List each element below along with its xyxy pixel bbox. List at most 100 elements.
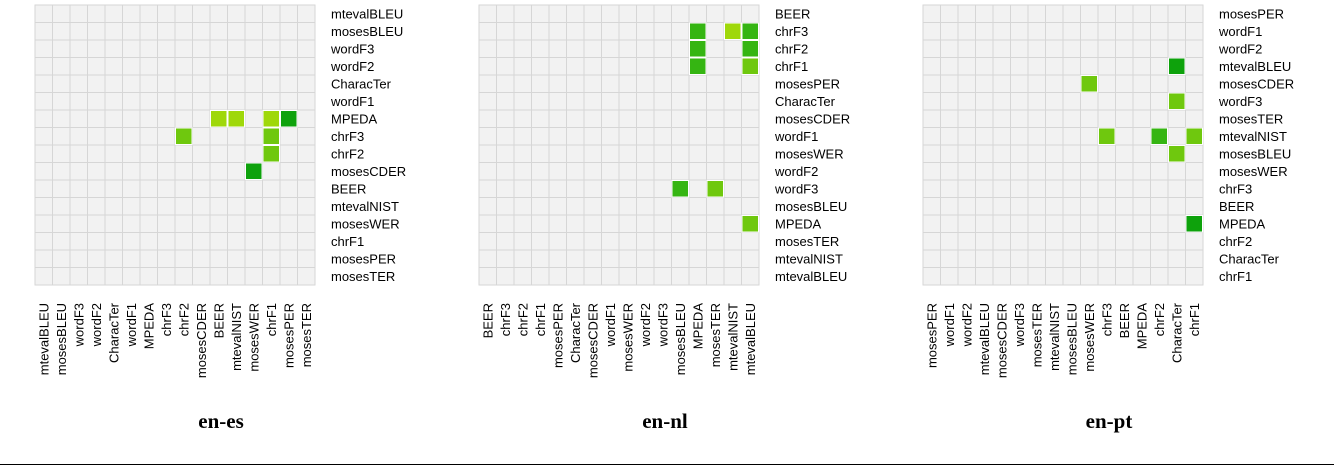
heatmap-cell	[122, 197, 141, 216]
row-label: mtevalBLEU	[1219, 59, 1291, 74]
heatmap-cell	[922, 39, 941, 58]
heatmap-cell	[618, 109, 637, 128]
heatmap-cell	[618, 92, 637, 111]
row-label: wordF1	[774, 129, 818, 144]
column-label: mosesWER	[620, 303, 635, 372]
heatmap-cell	[723, 232, 742, 251]
heatmap-cell	[279, 197, 298, 216]
heatmap-cell	[583, 162, 602, 181]
heatmap-panel-en-es: mtevalBLEUmosesBLEUwordF3wordF2CharacTer…	[34, 4, 406, 433]
heatmap-cell	[262, 249, 281, 268]
heatmap-cell	[688, 249, 707, 268]
heatmap-cell	[706, 267, 725, 286]
heatmap-cell	[671, 4, 690, 23]
heatmap-cell	[940, 162, 959, 181]
heatmap-cell	[1097, 197, 1116, 216]
heatmap-cell	[1185, 4, 1204, 23]
heatmap-cell	[279, 214, 298, 233]
heatmap-cell	[1115, 92, 1134, 111]
heatmap-cell	[496, 249, 515, 268]
heatmap-cell	[1080, 127, 1099, 146]
column-label: mosesCDER	[585, 303, 600, 378]
heatmap-cell	[548, 232, 567, 251]
heatmap-cell	[1062, 92, 1081, 111]
heatmap-cell	[531, 57, 550, 76]
heatmap-cell	[122, 39, 141, 58]
heatmap-cell	[209, 232, 228, 251]
heatmap-cell	[957, 127, 976, 146]
heatmap-cell	[52, 57, 71, 76]
heatmap-cell	[104, 179, 123, 198]
heatmap-cell	[992, 127, 1011, 146]
heatmap-cell	[174, 267, 193, 286]
column-label: mtevalNIST	[229, 303, 244, 371]
heatmap-cell	[653, 109, 672, 128]
heatmap-cell	[174, 232, 193, 251]
heatmap-cell	[87, 127, 106, 146]
heatmap-cell	[1115, 232, 1134, 251]
heatmap-cell	[513, 39, 532, 58]
heatmap-cell	[1080, 249, 1099, 268]
heatmap-cell	[1045, 144, 1064, 163]
heatmap-cell	[566, 144, 585, 163]
heatmap-cell	[636, 22, 655, 41]
heatmap-cell	[957, 267, 976, 286]
heatmap-cell	[1027, 267, 1046, 286]
heatmap-cell	[1167, 232, 1186, 251]
row-label: chrF1	[775, 59, 808, 74]
heatmap-cell	[653, 144, 672, 163]
heatmap-cell	[653, 39, 672, 58]
heatmap-cell	[1132, 57, 1151, 76]
heatmap-cell	[496, 197, 515, 216]
heatmap-cell	[262, 214, 281, 233]
heatmap-cell	[992, 162, 1011, 181]
heatmap-cell	[1115, 127, 1134, 146]
heatmap-cell	[513, 214, 532, 233]
heatmap-cell	[1150, 4, 1169, 23]
heatmap-cell	[741, 109, 760, 128]
heatmap-cell	[566, 249, 585, 268]
heatmap-cell	[1150, 197, 1169, 216]
column-label: mtevalBLEU	[743, 303, 758, 375]
heatmap-cell	[69, 214, 88, 233]
heatmap-cell	[1150, 162, 1169, 181]
heatmap-cell	[1062, 57, 1081, 76]
heatmap-cell	[548, 267, 567, 286]
heatmap-cell	[157, 162, 176, 181]
heatmap-cell	[1045, 39, 1064, 58]
heatmap-cell	[1132, 127, 1151, 146]
heatmap-cell	[34, 144, 53, 163]
heatmap-cell	[723, 92, 742, 111]
heatmap-cell	[297, 4, 316, 23]
row-label: CharacTer	[775, 94, 836, 109]
heatmap-cell	[957, 109, 976, 128]
heatmap-cell	[706, 214, 725, 233]
heatmap-cell	[636, 39, 655, 58]
heatmap-cell	[478, 162, 497, 181]
heatmap-cell	[69, 57, 88, 76]
heatmap-cell	[139, 127, 158, 146]
heatmap-cell	[1045, 179, 1064, 198]
column-label: wordF1	[942, 303, 957, 347]
heatmap-cell	[1010, 109, 1029, 128]
heatmap-cell	[671, 74, 690, 93]
heatmap-cell	[992, 4, 1011, 23]
heatmap-cell	[34, 74, 53, 93]
heatmap-cell	[174, 57, 193, 76]
heatmap-cell	[653, 22, 672, 41]
heatmap-cell	[209, 92, 228, 111]
heatmap-cell	[706, 197, 725, 216]
heatmap-cell	[1062, 162, 1081, 181]
column-label: chrF3	[159, 303, 174, 336]
heatmap-cell	[227, 57, 246, 76]
heatmap-cell	[1027, 57, 1046, 76]
heatmap-cell	[583, 267, 602, 286]
significance-cell	[1168, 145, 1186, 163]
heatmap-cell	[688, 144, 707, 163]
heatmap-cell	[1097, 144, 1116, 163]
significance-cell	[741, 40, 759, 58]
heatmap-cell	[688, 109, 707, 128]
heatmap-cell	[227, 39, 246, 58]
heatmap-cell	[706, 4, 725, 23]
heatmap-cell	[531, 232, 550, 251]
